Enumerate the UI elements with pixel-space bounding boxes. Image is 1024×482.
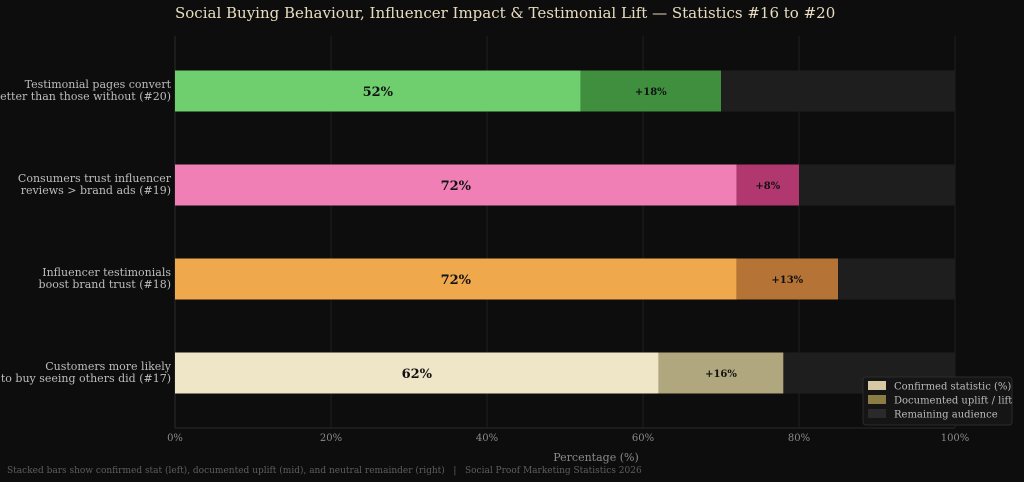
bar-uplift [658,352,784,394]
x-tick-label: 100% [941,433,970,444]
bar-confirmed [175,164,737,206]
bar-uplift-label: +13% [771,275,803,286]
x-tick-label: 20% [320,433,342,444]
x-tick-label: 40% [476,433,498,444]
x-axis-label: Percentage (%) [553,451,639,464]
chart-title: Social Buying Behaviour, Influencer Impa… [175,4,835,22]
bar-confirmed [175,70,581,112]
x-tick-label: 60% [632,433,654,444]
category-label: boost brand trust (#18) [39,278,171,291]
category-label: Customers more likely [45,360,172,373]
category-label: Influencer testimonials [42,266,171,279]
bar-confirmed-label: 72% [441,179,472,194]
category-label: Consumers trust influencer [18,172,172,185]
bar-uplift [736,164,799,206]
bar-confirmed-label: 62% [402,367,433,382]
bar-confirmed-label: 72% [441,273,472,288]
bar-confirmed [175,352,659,394]
legend-entry: Documented uplift / lift [894,396,1012,407]
category-label: Testimonial pages convert [25,78,172,91]
footnote: Stacked bars show confirmed stat (left),… [7,465,642,476]
bar-uplift [580,70,721,112]
legend-box [862,376,1013,426]
bar-remaining [838,258,955,300]
x-tick-label: 80% [788,433,810,444]
x-tick-labels: 0% 20% 40% 60% 80% 100% [167,433,969,444]
category-label: reviews > brand ads (#19) [21,184,171,197]
legend-swatch [868,381,886,390]
bar-uplift [736,258,838,300]
legend-swatch [868,409,886,418]
bar-uplift-label: +8% [755,181,780,192]
x-tick-label: 0% [167,433,183,444]
bars: 52% +18% 72% +8% 72% +13% 62% +16% [175,70,955,394]
bar-confirmed-label: 52% [363,85,394,100]
category-label: better than those without (#20) [0,90,171,103]
bar-remaining [799,164,955,206]
category-label: to buy seeing others did (#17) [1,372,171,385]
legend-entry: Remaining audience [894,410,998,421]
bar-uplift-label: +18% [635,87,667,98]
legend-entry: Confirmed statistic (%) [894,382,1011,393]
bar-confirmed [175,258,737,300]
bar-remaining [721,70,955,112]
bar-uplift-label: +16% [705,369,737,380]
legend: Confirmed statistic (%) Documented uplift… [862,376,1013,426]
legend-swatch [868,395,886,404]
